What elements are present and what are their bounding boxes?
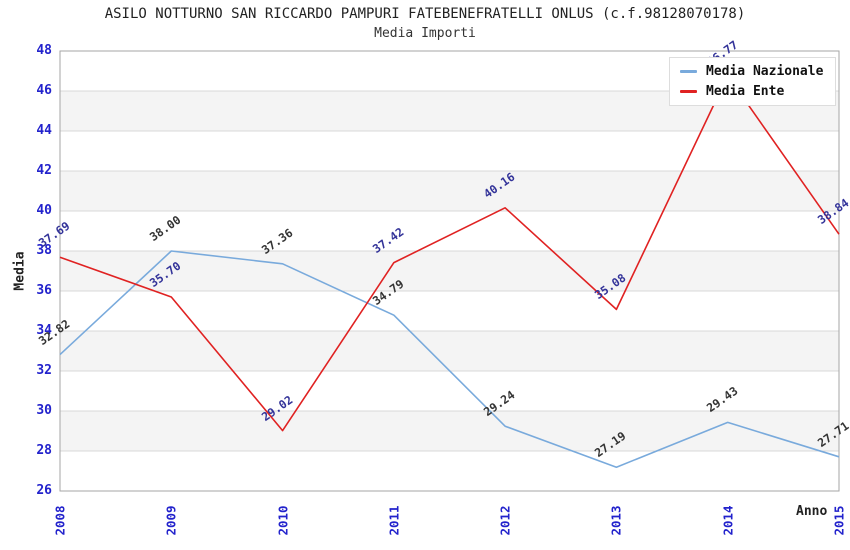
x-tick-label: 2009 bbox=[149, 496, 193, 544]
x-tick-label: 2014 bbox=[706, 496, 750, 544]
x-tick-text: 2011 bbox=[386, 504, 402, 536]
legend-swatch-icon bbox=[680, 90, 697, 93]
chart-subtitle: Media Importi bbox=[374, 26, 476, 41]
x-tick-text: 2010 bbox=[275, 504, 291, 536]
series-line-media-nazionale bbox=[59, 250, 840, 469]
y-tick-label: 26 bbox=[36, 483, 52, 498]
grid-band bbox=[60, 211, 839, 251]
plot-border bbox=[59, 50, 840, 492]
legend-label: Media Ente bbox=[706, 84, 785, 99]
y-tick-label: 44 bbox=[36, 123, 52, 138]
x-tick-text: 2015 bbox=[831, 504, 847, 536]
x-tick-text: 2014 bbox=[720, 504, 736, 536]
y-tick-label: 42 bbox=[36, 163, 52, 178]
x-tick-label: 2010 bbox=[261, 496, 305, 544]
y-tick-label: 28 bbox=[36, 443, 52, 458]
x-tick-text: 2012 bbox=[497, 504, 513, 536]
legend: Media Nazionale Media Ente bbox=[669, 57, 837, 106]
x-tick-text: 2008 bbox=[52, 504, 68, 536]
y-tick-label: 48 bbox=[36, 43, 52, 58]
x-tick-label: 2012 bbox=[483, 496, 527, 544]
chart-title: ASILO NOTTURNO SAN RICCARDO PAMPURI FATE… bbox=[104, 6, 746, 22]
grid-band bbox=[60, 371, 839, 411]
x-axis-title: Anno bbox=[796, 504, 828, 519]
y-axis-title: Media bbox=[12, 251, 28, 291]
x-tick-label: 2013 bbox=[594, 496, 638, 544]
x-tick-label: 2011 bbox=[372, 496, 416, 544]
grid-band bbox=[60, 251, 839, 291]
grid-band bbox=[60, 331, 839, 371]
grid-band bbox=[60, 291, 839, 331]
y-tick-label: 34 bbox=[36, 323, 52, 338]
y-tick-label: 38 bbox=[36, 243, 52, 258]
grid-band bbox=[60, 411, 839, 451]
x-tick-label: 2008 bbox=[38, 496, 82, 544]
x-tick-text: 2009 bbox=[163, 504, 179, 536]
legend-item: Media Nazionale bbox=[680, 64, 823, 79]
legend-swatch-icon bbox=[680, 70, 697, 73]
y-tick-label: 46 bbox=[36, 83, 52, 98]
grid-band bbox=[60, 171, 839, 211]
y-tick-label: 36 bbox=[36, 283, 52, 298]
grid-band bbox=[60, 451, 839, 491]
grid-band bbox=[60, 131, 839, 171]
legend-label: Media Nazionale bbox=[706, 64, 824, 79]
x-tick-text: 2013 bbox=[608, 504, 624, 536]
series-line-media-ente bbox=[59, 74, 840, 432]
legend-item: Media Ente bbox=[680, 84, 823, 99]
y-tick-label: 40 bbox=[36, 203, 52, 218]
y-tick-label: 32 bbox=[36, 363, 52, 378]
y-tick-label: 30 bbox=[36, 403, 52, 418]
